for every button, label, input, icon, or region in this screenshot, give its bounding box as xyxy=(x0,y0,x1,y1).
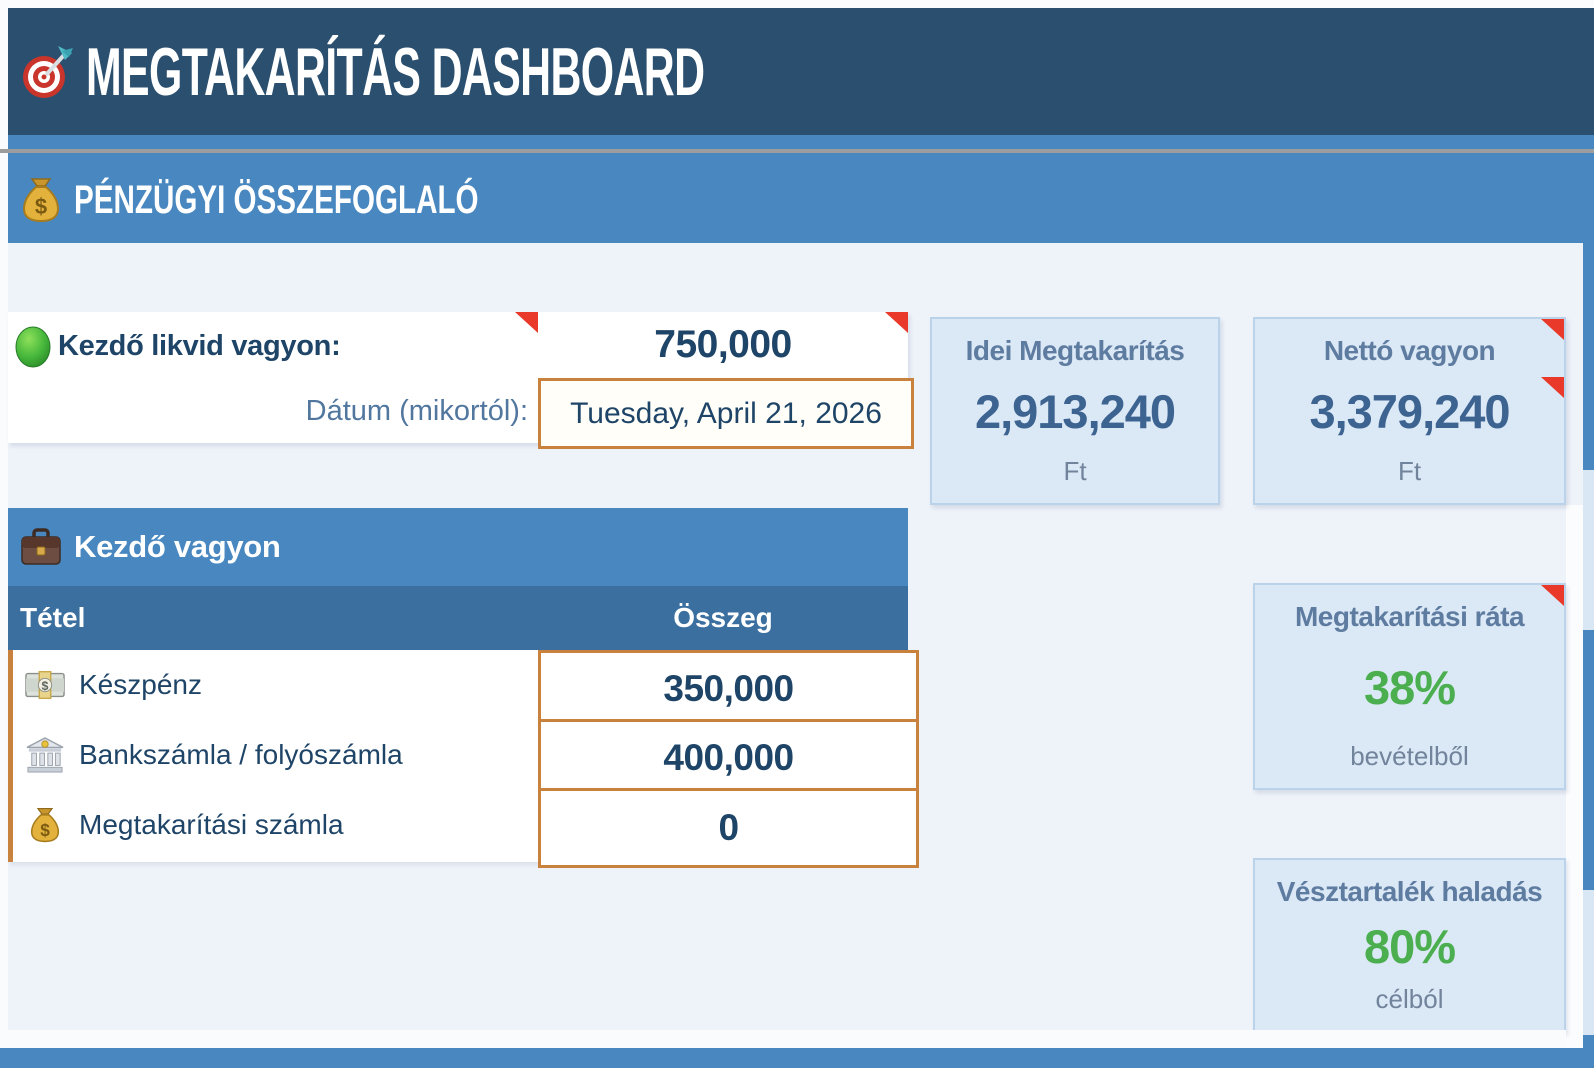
starting-liquid-wealth-value[interactable]: 750,000 xyxy=(654,323,792,366)
bottom-gap xyxy=(8,1030,1566,1048)
banknotes-icon: $ xyxy=(25,670,65,700)
kpi-value: 3,379,240 xyxy=(1309,385,1510,438)
table-row: $ Megtakarítási számla xyxy=(13,790,550,860)
amount-input[interactable]: 400,000 xyxy=(538,719,919,797)
kpi-card-emergency-fund-progress: Vésztartalék haladás 80% célból xyxy=(1253,858,1566,1033)
money-bag-icon: $ xyxy=(30,807,60,843)
kpi-unit: célból xyxy=(1375,984,1444,1014)
row-label: Készpénz xyxy=(79,669,202,700)
kpi-card-savings-rate: Megtakarítási ráta 38% bevételből xyxy=(1253,583,1566,790)
section-header-bar xyxy=(8,135,1594,243)
green-status-icon xyxy=(14,325,52,369)
amount-input[interactable]: 0 xyxy=(538,788,919,868)
kpi-unit: Ft xyxy=(1397,456,1422,486)
starting-liquid-wealth-label: Kezdő likvid vagyon: xyxy=(58,330,341,362)
financial-summary-header: $ PÉNZÜGYI ÖSSZEFOGLALÓ xyxy=(8,157,1594,243)
money-bag-icon: $ xyxy=(22,177,60,223)
row-label: Megtakarítási számla xyxy=(79,809,344,840)
kpi-title: Megtakarítási ráta xyxy=(1294,601,1525,632)
row-label: Bankszámla / folyószámla xyxy=(79,739,403,770)
amount-input[interactable]: 350,000 xyxy=(538,650,919,728)
table-header-row: Tétel Összeg xyxy=(8,586,908,650)
kpi-card-yearly-savings: Idei Megtakarítás 2,913,240 Ft xyxy=(930,317,1220,505)
kpi-title: Idei Megtakarítás xyxy=(965,335,1185,366)
app-header: MEGTAKARÍTÁS DASHBOARD xyxy=(8,8,1594,135)
starting-wealth-table: $ Készpénz 350,000 Bankszámla / folyószá… xyxy=(8,650,919,868)
comment-flag-icon xyxy=(515,312,538,333)
kpi-title: Nettó vagyon xyxy=(1323,335,1496,366)
table-section-title: Kezdő vagyon xyxy=(74,529,281,564)
date-from-input[interactable]: Tuesday, April 21, 2026 xyxy=(538,378,914,449)
adjacent-panel-sliver xyxy=(1583,243,1594,1068)
kpi-value: 38% xyxy=(1363,660,1456,714)
starting-wealth-panel: Kezdő likvid vagyon: 750,000 Dátum (miko… xyxy=(8,312,914,449)
kpi-title: Vésztartalék haladás xyxy=(1276,876,1543,907)
date-from-label: Dátum (mikortól): xyxy=(305,395,528,427)
kpi-unit: bevételből xyxy=(1350,741,1469,771)
comment-flag-icon xyxy=(885,312,908,333)
page-title: MEGTAKARÍTÁS DASHBOARD xyxy=(86,33,705,110)
column-gap xyxy=(1566,505,1583,1048)
divider-rule xyxy=(0,149,1594,153)
target-dart-icon xyxy=(22,44,74,100)
column-header-item: Tétel xyxy=(20,602,86,633)
kpi-unit: Ft xyxy=(1063,456,1087,486)
bottom-bar xyxy=(0,1048,1594,1068)
comment-flag-icon xyxy=(1541,585,1564,606)
starting-wealth-row: Kezdő likvid vagyon: 750,000 xyxy=(8,312,908,380)
comment-flag-icon xyxy=(1541,319,1564,340)
kpi-value: 80% xyxy=(1363,919,1456,973)
svg-text:$: $ xyxy=(40,820,50,840)
sliver-card-patch xyxy=(1583,890,1594,1035)
kpi-card-net-wealth: Nettó vagyon 3,379,240 Ft xyxy=(1253,317,1566,505)
column-header-amount: Összeg xyxy=(673,602,773,633)
briefcase-icon xyxy=(20,528,62,566)
svg-text:$: $ xyxy=(35,194,47,219)
section-title: PÉNZÜGYI ÖSSZEFOGLALÓ xyxy=(74,177,479,222)
table-row: Bankszámla / folyószámla xyxy=(13,720,550,790)
kpi-value: 2,913,240 xyxy=(974,385,1176,438)
table-row: $ Készpénz xyxy=(13,650,550,720)
sliver-card-patch xyxy=(1583,470,1594,630)
bank-icon xyxy=(26,737,64,773)
svg-text:$: $ xyxy=(42,679,49,693)
starting-wealth-section-header: Kezdő vagyon xyxy=(8,508,908,586)
comment-flag-icon xyxy=(1541,377,1564,398)
